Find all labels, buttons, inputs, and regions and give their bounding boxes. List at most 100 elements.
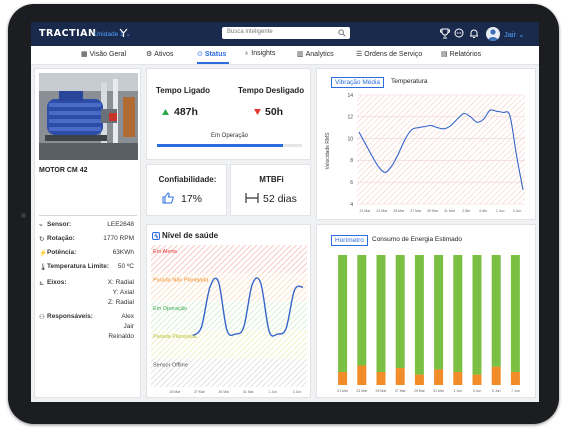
bell-icon[interactable]: [469, 28, 479, 39]
reliability-label: Confiabilidade:: [158, 175, 217, 184]
mtbf-card: MTBFi 52 dias: [230, 164, 311, 216]
uptime-on-label: Tempo Ligado: [156, 86, 211, 95]
chevron-down-icon: ⌄: [518, 30, 525, 39]
spec-value: LEE2648: [107, 221, 134, 228]
x-tick-label: 25 Mar: [393, 209, 405, 213]
plot-background: [357, 95, 525, 204]
tab-vibration[interactable]: Vibração Média: [331, 77, 385, 88]
overview-icon: ▦: [81, 51, 88, 58]
x-tick-label: 7 Jun: [511, 389, 520, 393]
health-zone-band: [151, 245, 307, 274]
energy-bar-off: [453, 372, 463, 385]
assets-icon: ⚙: [146, 51, 153, 58]
axis-value: Z: Radial: [107, 299, 134, 306]
chevron-down-icon: ⌄: [125, 31, 131, 38]
x-tick-label: 3 Jun: [513, 209, 522, 213]
tab-temperature[interactable]: Temperatura: [391, 78, 428, 85]
arrow-down-icon: [254, 109, 261, 115]
analytics-icon: ▥: [297, 51, 304, 58]
spec-value: 1770 RPM: [103, 235, 134, 242]
spec-label: Sensor:: [47, 221, 72, 228]
y-tick-label: 12: [347, 115, 353, 121]
tab-energy-consumption[interactable]: Consumo de Energia Estimado: [372, 236, 462, 243]
energy-bar-on: [376, 255, 386, 372]
energy-card: Horímetro Consumo de Energia Estimado 21…: [316, 224, 536, 398]
spec-label: Eixos:: [47, 279, 67, 286]
nav-reports[interactable]: ▤ Relatórios: [441, 50, 481, 59]
health-zone-label: Sensor Offline: [153, 363, 188, 369]
power-icon: ⚡: [39, 250, 48, 257]
health-icon: [152, 232, 160, 240]
nav-label: Visão Geral: [89, 50, 127, 58]
nav-insights[interactable]: ♁ Insights: [244, 50, 275, 57]
x-tick-label: 1 Jun: [454, 389, 463, 393]
responsible-name: Reinaldo: [108, 333, 134, 340]
nav-label: Insights: [251, 50, 276, 57]
x-tick-label: 31 Mar: [243, 390, 255, 394]
x-tick-label: 4 Abr: [479, 209, 488, 213]
x-tick-label: 25 Mar: [376, 389, 388, 393]
spec-value: 50 ºC: [117, 263, 134, 270]
energy-bar-on: [491, 255, 501, 367]
x-tick-label: 29 Mar: [218, 390, 230, 394]
spec-label: Responsáveis:: [47, 313, 93, 320]
spec-label: Rotação:: [47, 235, 75, 242]
uptime-status: Em Operação: [210, 133, 249, 139]
top-bar: TRACTIAN Unidade 1 ⌄ Busca inteligente J…: [31, 22, 539, 46]
nav-analytics[interactable]: ▥ Analytics: [297, 50, 334, 59]
spec-axes: ⊾ Eixos: X: Radial Y: Axial Z: Radial: [39, 279, 134, 313]
asset-card: MOTOR CM 42 ⌁ Sensor: LEE2648 ↻ Rotação: 177…: [34, 68, 141, 398]
health-zone-band: [151, 358, 307, 387]
nav-work-orders[interactable]: ☰ Ordens de Serviço: [356, 50, 423, 59]
reports-icon: ▤: [441, 51, 448, 58]
uptime-off-value: 50h: [265, 106, 284, 118]
axis-value: Y: Axial: [112, 289, 134, 296]
search-placeholder: Busca inteligente: [227, 29, 273, 35]
tab-hour-meter[interactable]: Horímetro: [331, 235, 368, 246]
user-icon: ⚇: [39, 314, 45, 321]
x-tick-label: 1 Jun: [268, 390, 277, 394]
divider: [39, 215, 137, 216]
health-zone-label: Em Alerta: [153, 249, 178, 255]
energy-bar-off: [434, 369, 444, 385]
search-input[interactable]: Busca inteligente: [222, 27, 350, 39]
nav-status[interactable]: ⊙ Status: [197, 50, 226, 59]
nav-label: Ordens de Serviço: [364, 50, 423, 58]
unit-selector[interactable]: Unidade 1 ⌄: [94, 30, 131, 38]
vibration-card: Vibração Média Temperatura Velocidade RM…: [316, 68, 536, 220]
nav-assets[interactable]: ⚙ Ativos: [146, 50, 174, 59]
filter-icon[interactable]: [119, 28, 128, 38]
trophy-icon[interactable]: [440, 28, 450, 39]
spec-label: Potência:: [47, 249, 77, 256]
health-zone-label: Parada Não Planejada: [153, 277, 209, 283]
vibration-line: [358, 109, 524, 190]
energy-chart: 21 Mar 23 Mar 25 Mar 27 Mar 29 Mar 31 Mar 1 Ju…: [337, 255, 520, 393]
x-tick-label: 3 Jun: [293, 390, 302, 394]
health-zone-label: Parada Planejada: [153, 334, 198, 340]
health-card: Nível de saúde Em Alerta Parada Não Plane…: [146, 224, 311, 398]
x-tick-label: 3 Jun: [473, 389, 482, 393]
avatar[interactable]: [486, 27, 500, 41]
active-tab-indicator: [197, 62, 229, 64]
energy-bar-on: [510, 255, 520, 372]
nav-label: Ativos: [154, 50, 174, 58]
responsible-name: Jair: [123, 323, 134, 330]
nav-overview[interactable]: ▦ Visão Geral: [81, 50, 127, 59]
app-logo[interactable]: TRACTIAN: [39, 28, 97, 39]
x-tick-label: 5 Jun: [492, 389, 501, 393]
insights-icon: ♁: [244, 50, 250, 57]
health-line: [192, 277, 304, 337]
x-tick-label: 29 Mar: [427, 209, 439, 213]
user-name: Jair: [504, 30, 517, 39]
chat-icon[interactable]: [454, 28, 464, 39]
motor-photo: [39, 73, 138, 160]
search-icon[interactable]: [338, 29, 346, 37]
interval-icon: [245, 193, 259, 203]
x-tick-label: 31 Mar: [444, 209, 456, 213]
user-menu[interactable]: Jair ⌄: [504, 30, 524, 39]
temperature-icon: 🌡: [39, 264, 48, 271]
x-tick-label: 23 Mar: [376, 209, 388, 213]
sensor-icon: ⌁: [39, 222, 43, 229]
x-tick-label: 29 Mar: [414, 389, 426, 393]
y-tick-label: 14: [347, 93, 353, 99]
